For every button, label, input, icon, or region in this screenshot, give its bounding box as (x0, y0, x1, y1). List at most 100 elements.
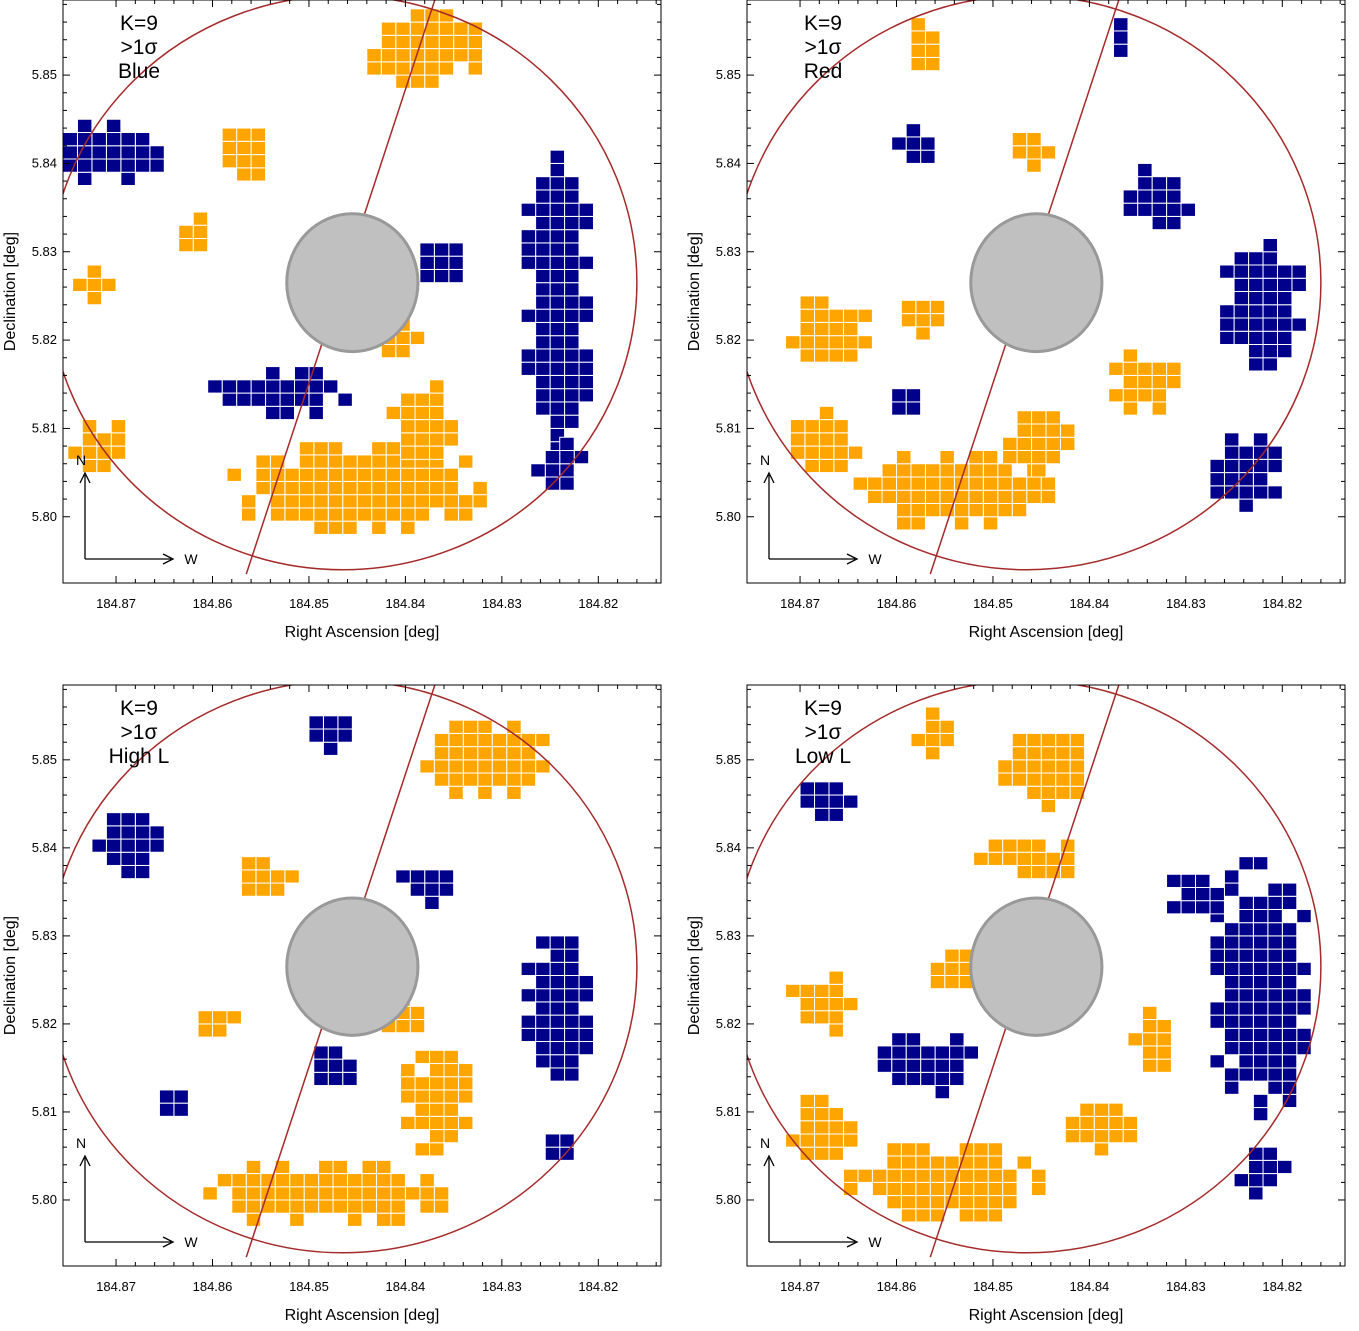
positive-cell (1108, 1102, 1124, 1117)
negative-cell (564, 1067, 580, 1082)
positive-cell (395, 1019, 411, 1034)
negative-cell (105, 812, 122, 827)
positive-cell (842, 321, 859, 337)
negative-cell (1252, 922, 1269, 937)
negative-cell (448, 255, 464, 270)
negative-cell (1262, 251, 1278, 266)
negative-cell (1281, 1027, 1298, 1043)
positive-cell (785, 335, 801, 350)
negative-cell (578, 202, 594, 217)
positive-cell (1045, 450, 1061, 465)
negative-cell (1267, 935, 1283, 950)
positive-cell (1026, 145, 1042, 160)
y-axis-label: Declination [deg] (2, 916, 19, 1035)
positive-cell (944, 1155, 960, 1170)
positive-cell (409, 330, 426, 345)
negative-cell (250, 379, 267, 394)
plot-frame (62, 0, 662, 584)
y-tick-label: 5.82 (716, 1016, 741, 1031)
negative-cell (549, 961, 566, 976)
negative-cell (535, 335, 551, 350)
plot-area (63, 0, 638, 575)
negative-cell (905, 1071, 922, 1087)
positive-cell (400, 494, 416, 509)
x-tick-label: 184.84 (1070, 596, 1110, 611)
x-tick-label: 184.83 (482, 1279, 522, 1294)
negative-cell (535, 255, 551, 270)
x-tick-label: 184.82 (578, 596, 618, 611)
positive-cell (429, 480, 445, 496)
positive-cell (380, 344, 397, 359)
negative-cell (1252, 961, 1269, 976)
positive-cell (997, 772, 1013, 787)
compass-west-arrowhead (846, 553, 859, 565)
cell-grid (785, 706, 1312, 1223)
positive-cell (414, 507, 431, 522)
negative-cell (91, 838, 107, 853)
positive-cell (1156, 1045, 1172, 1060)
y-tick-label: 5.81 (716, 1104, 741, 1119)
negative-cell (1238, 856, 1254, 871)
positive-cell (342, 507, 358, 522)
panel-annotation-line: >1σ (805, 36, 842, 59)
positive-cell (982, 489, 999, 504)
positive-cell (910, 463, 926, 478)
positive-cell (375, 1199, 392, 1214)
negative-cell (544, 1133, 561, 1148)
positive-cell (371, 467, 387, 482)
positive-cell (1166, 361, 1182, 376)
positive-cell (429, 379, 445, 394)
negative-cell (1209, 961, 1225, 976)
positive-cell (1093, 1129, 1110, 1144)
positive-cell (1108, 1115, 1124, 1131)
positive-cell (900, 1168, 917, 1183)
outline-ellipse (747, 685, 1322, 1254)
negative-cell (1248, 304, 1264, 319)
positive-cell (814, 1107, 830, 1122)
positive-cell (968, 489, 984, 504)
positive-cell (438, 48, 455, 63)
negative-cell (1262, 304, 1278, 319)
positive-cell (828, 1010, 844, 1025)
positive-cell (236, 140, 252, 156)
positive-cell (433, 746, 450, 761)
positive-cell (915, 1208, 931, 1223)
positive-cell (900, 299, 917, 315)
negative-cell (520, 202, 537, 217)
negative-cell (438, 882, 455, 897)
positive-cell (833, 445, 849, 460)
positive-cell (467, 48, 484, 63)
positive-cell (915, 1181, 931, 1197)
negative-cell (535, 401, 551, 416)
positive-cell (929, 975, 946, 990)
negative-cell (308, 728, 324, 743)
negative-cell (564, 975, 580, 990)
panel-bottom-right: 184.87 184.86 184.85 184.84 184.83 184.82 5.80… (686, 684, 1346, 1324)
negative-cell (535, 348, 551, 363)
positive-cell (477, 772, 493, 787)
negative-cell (905, 1032, 922, 1047)
negative-cell (920, 149, 936, 164)
outline-ellipse (63, 0, 638, 571)
negative-cell (120, 158, 136, 173)
negative-cell (535, 229, 551, 244)
positive-cell (313, 467, 329, 482)
positive-cell (1122, 361, 1139, 376)
x-tick-label: 184.84 (1070, 1279, 1110, 1294)
positive-cell (443, 1089, 459, 1104)
positive-cell (371, 480, 387, 496)
positive-cell (1011, 746, 1028, 761)
negative-cell (876, 1058, 893, 1073)
positive-cell (953, 463, 970, 478)
positive-cell (814, 997, 830, 1012)
positive-cell (327, 480, 344, 496)
negative-cell (424, 869, 440, 884)
negative-cell (1281, 935, 1298, 950)
positive-cell (429, 1115, 445, 1131)
positive-cell (433, 1186, 450, 1201)
negative-cell (279, 405, 295, 421)
negative-cell (934, 1071, 951, 1087)
positive-cell (457, 454, 474, 469)
positive-cell (457, 507, 474, 522)
negative-cell (549, 202, 566, 217)
